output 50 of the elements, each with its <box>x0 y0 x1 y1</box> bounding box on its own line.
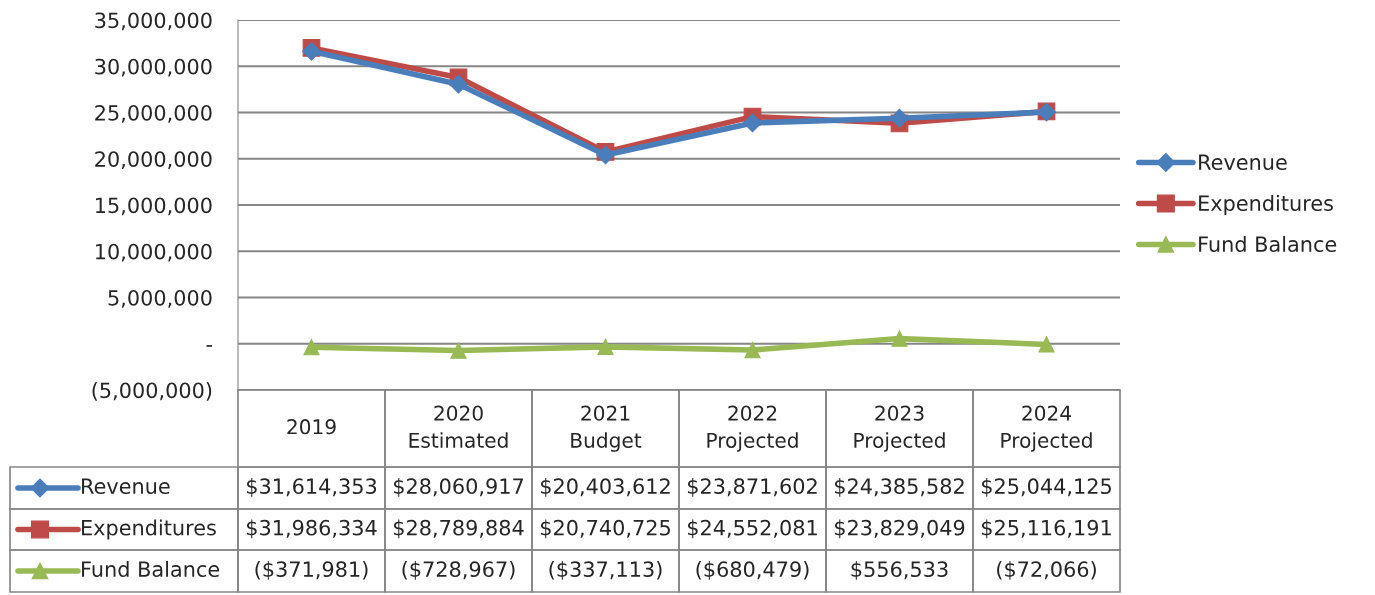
data-label: $25,044,125 <box>981 477 1111 497</box>
x-tick-label: 2022 Projected <box>707 405 798 452</box>
x-tick-label: 2021 Budget <box>571 405 642 452</box>
data-label: ($728,967) <box>402 560 515 580</box>
y-tick-label: (5,000,000) <box>92 382 212 401</box>
legend-label: Fund Balance <box>1199 235 1337 253</box>
point <box>597 338 614 356</box>
data-label: ($337,113) <box>549 560 662 580</box>
y-tick-label: 35,000,000 <box>95 12 212 31</box>
y-tick-label: 30,000,000 <box>95 58 212 77</box>
point <box>302 41 321 61</box>
data-label: ($72,066) <box>997 560 1096 580</box>
data-label: ($680,479) <box>696 560 809 580</box>
x-tick-label: 2019 <box>287 419 336 435</box>
y-tick-label: 15,000,000 <box>96 197 212 216</box>
data-label: $24,552,081 <box>687 519 817 539</box>
x-tick-label: 2024 Projected <box>1001 405 1092 452</box>
data-label: $23,829,049 <box>834 519 965 539</box>
data-label: $25,116,191 <box>981 519 1111 539</box>
text: Fund Balance <box>82 560 220 578</box>
data-label: $31,614,353 <box>246 477 377 497</box>
y-tick-label: 10,000,000 <box>96 243 212 262</box>
point <box>449 74 468 94</box>
data-label: ($371,981) <box>255 560 368 580</box>
point <box>891 330 908 347</box>
data-label: $23,871,602 <box>687 477 817 497</box>
data-label: $28,789,884 <box>393 519 524 539</box>
y-tick-label: 25,000,000 <box>95 104 212 123</box>
y-tick-label: 5,000,000 <box>108 289 212 308</box>
legend-label: Expenditures <box>1199 194 1333 216</box>
data-label: $556,533 <box>851 560 948 580</box>
text: Expenditures <box>82 519 216 540</box>
text: Revenue <box>82 478 170 495</box>
point <box>743 113 762 133</box>
data-label: $28,060,917 <box>393 477 523 497</box>
x-tick-label: 2023 Projected <box>854 405 945 452</box>
data-label: $20,403,612 <box>540 477 670 497</box>
x-tick-label: 2020 Estimated <box>409 405 508 448</box>
y-tick-label: 20,000,000 <box>95 151 212 170</box>
point <box>744 341 761 359</box>
point <box>303 339 320 356</box>
data-label: $20,740,725 <box>540 519 670 539</box>
y-tick-label: - <box>206 345 212 347</box>
point <box>450 342 467 359</box>
point <box>596 145 615 165</box>
point <box>890 108 909 128</box>
data-label: $24,385,582 <box>834 477 964 497</box>
data-label: $31,986,334 <box>246 519 377 539</box>
legend-label: Revenue <box>1199 154 1287 171</box>
point <box>1038 336 1055 353</box>
